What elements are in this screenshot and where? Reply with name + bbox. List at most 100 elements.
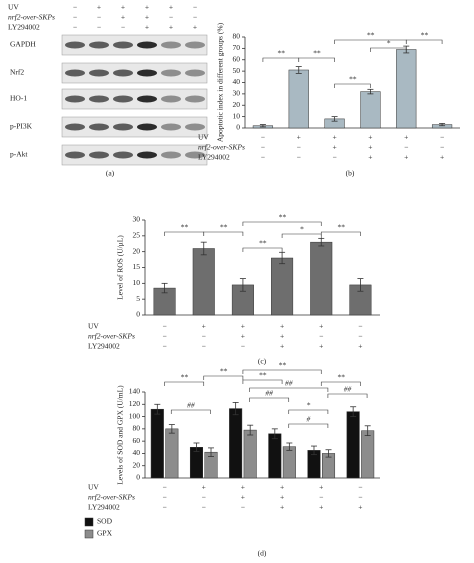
treatment-label: nrf2-over-SKPs [88, 332, 135, 341]
protein-label: p-Akt [10, 150, 28, 159]
treatment-sign: + [319, 503, 323, 512]
significance-label: ** [278, 361, 286, 370]
bar [346, 411, 360, 479]
bar [271, 257, 294, 316]
significance-label: ** [349, 75, 357, 84]
treatment-label: UV [8, 3, 19, 12]
band [137, 95, 157, 103]
bar [150, 408, 164, 479]
treatment-sign: + [368, 143, 372, 152]
y-tick-label: 5 [136, 294, 140, 303]
significance-bracket [320, 381, 361, 386]
significance-bracket [298, 57, 335, 62]
y-tick-label: 20 [233, 100, 241, 109]
legend-label: SOD [97, 517, 113, 526]
band [137, 41, 157, 49]
treatment-sign: + [280, 332, 284, 341]
significance-label: ## [285, 379, 293, 388]
significance-bracket [242, 247, 283, 252]
significance-bracket [320, 231, 361, 236]
y-tick-label: 25 [133, 231, 141, 240]
treatment-sign: + [193, 23, 197, 32]
bar [396, 49, 417, 129]
significance-label: ## [187, 401, 195, 410]
treatment-sign: − [440, 143, 444, 152]
significance-bracket [164, 381, 205, 386]
y-tick-label: 60 [233, 54, 241, 63]
treatment-label: LY294002 [8, 23, 40, 32]
treatment-sign: + [440, 153, 444, 162]
significance-label: ## [344, 385, 352, 394]
treatment-sign: − [404, 143, 408, 152]
y-tick-label: 80 [233, 32, 241, 41]
treatment-sign: + [319, 483, 323, 492]
bar [310, 241, 333, 316]
bar [360, 91, 381, 129]
bar [243, 429, 257, 479]
treatment-sign: + [358, 503, 362, 512]
band [185, 69, 205, 77]
treatment-sign: − [202, 493, 206, 502]
treatment-sign: − [358, 332, 362, 341]
y-tick-label: 0 [236, 123, 240, 132]
significance-bracket [203, 375, 244, 380]
significance-bracket [249, 397, 290, 402]
bar [165, 428, 179, 479]
band [185, 95, 205, 103]
band [89, 151, 109, 159]
band [65, 151, 85, 159]
significance-bracket [170, 409, 211, 414]
treatment-sign: − [358, 483, 362, 492]
significance-label: * [306, 401, 310, 410]
y-tick-label: 10 [133, 278, 141, 287]
y-tick-label: 30 [233, 89, 241, 98]
treatment-sign: − [202, 342, 206, 351]
significance-bracket [288, 423, 329, 428]
treatment-label: nrf2-over-SKPs [198, 143, 245, 152]
treatment-sign: − [261, 143, 265, 152]
treatment-label: nrf2-over-SKPs [8, 13, 55, 22]
treatment-sign: + [241, 493, 245, 502]
y-tick-label: 30 [133, 215, 141, 224]
band [161, 151, 181, 159]
bar [361, 430, 375, 479]
blot-strip [61, 144, 208, 166]
y-tick-label: 40 [233, 77, 241, 86]
significance-label: * [300, 225, 304, 234]
treatment-sign: + [332, 133, 336, 142]
significance-label: ** [278, 213, 286, 222]
panel-label: (d) [258, 549, 267, 558]
treatment-label: nrf2-over-SKPs [88, 493, 135, 502]
band [137, 123, 157, 131]
significance-bracket [242, 379, 283, 384]
y-tick-label: 15 [133, 262, 141, 271]
band [161, 123, 181, 131]
panel-label: (b) [346, 169, 355, 178]
bar [229, 408, 243, 479]
significance-label: ** [259, 239, 267, 248]
treatment-sign: − [202, 503, 206, 512]
treatment-sign: − [358, 322, 362, 331]
treatment-sign: − [162, 332, 166, 341]
y-tick-label: 20 [133, 460, 141, 469]
band [161, 69, 181, 77]
y-axis-label: Apoptotic index in different groups (%) [216, 22, 225, 142]
band [89, 95, 109, 103]
treatment-sign: + [319, 342, 323, 351]
band [65, 41, 85, 49]
treatment-sign: − [440, 133, 444, 142]
treatment-label: LY294002 [88, 342, 120, 351]
significance-label: ** [313, 49, 321, 58]
band [137, 151, 157, 159]
treatment-sign: + [241, 322, 245, 331]
bar [268, 433, 282, 479]
treatment-sign: + [121, 3, 125, 12]
treatment-sign: − [202, 332, 206, 341]
treatment-label: UV [88, 322, 99, 331]
significance-bracket [262, 57, 300, 62]
treatment-sign: − [319, 332, 323, 341]
treatment-sign: − [193, 3, 197, 12]
y-axis-label: Levels of SOD and GPX (U/mL) [116, 385, 125, 485]
treatment-sign: − [241, 342, 245, 351]
band [185, 123, 205, 131]
